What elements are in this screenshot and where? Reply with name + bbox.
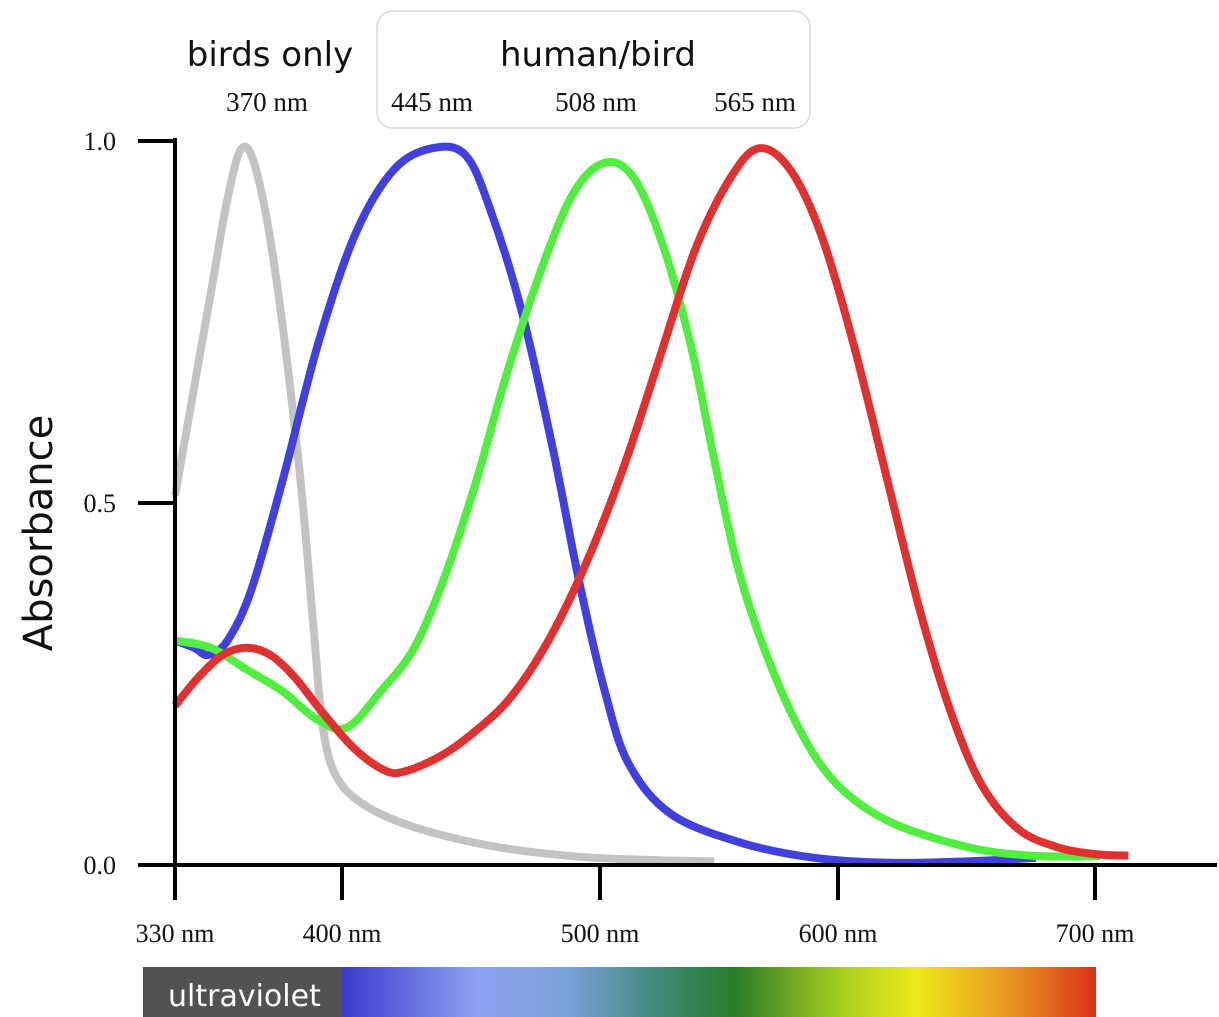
series-line-445nm — [173, 142, 1037, 867]
series-line-370nm — [171, 142, 715, 866]
group-label-birds-only: birds only — [187, 35, 353, 75]
y-tick-label-0.5: 0.5 — [84, 489, 117, 518]
x-tick-label-600: 600 nm — [799, 919, 878, 948]
x-ticks: 330 nm 400 nm 500 nm 600 nm 700 nm — [136, 865, 1135, 948]
series-group — [171, 142, 1129, 867]
peak-label-445: 445 nm — [391, 87, 473, 117]
human-bird-group-box — [376, 10, 811, 129]
y-axis-label: Absorbance — [16, 415, 62, 651]
y-tick-label-1.0: 1.0 — [84, 127, 117, 156]
peak-label-508: 508 nm — [555, 87, 637, 117]
peak-label-370: 370 nm — [226, 87, 308, 117]
peak-label-565: 565 nm — [714, 87, 796, 117]
y-tick-label-0.0: 0.0 — [84, 851, 117, 880]
x-tick-label-700: 700 nm — [1056, 919, 1135, 948]
x-tick-label-330: 330 nm — [136, 919, 215, 948]
series-line-508nm — [174, 158, 1101, 861]
x-tick-label-500: 500 nm — [561, 919, 640, 948]
spectrum-label-ultraviolet: ultraviolet — [168, 979, 321, 1014]
group-label-human-bird: human/bird — [500, 35, 696, 75]
series-line-565nm — [171, 144, 1129, 860]
ultraviolet-band — [143, 967, 342, 1017]
x-tick-label-400: 400 nm — [303, 919, 382, 948]
visible-spectrum-band — [342, 967, 1096, 1017]
y-ticks: 0.0 0.5 1.0 — [84, 127, 177, 880]
